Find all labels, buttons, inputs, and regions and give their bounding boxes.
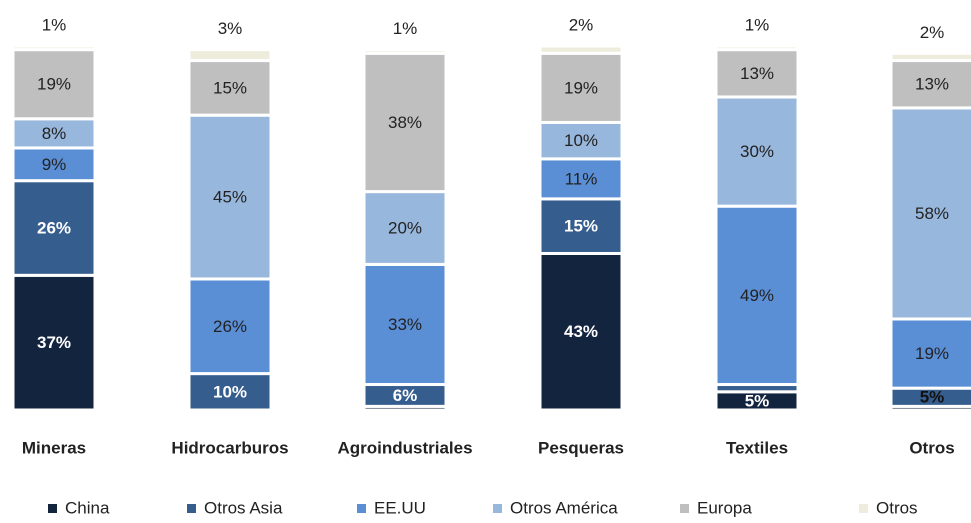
data-label: 49% xyxy=(740,286,774,305)
data-label: 30% xyxy=(740,142,774,161)
legend-swatch xyxy=(187,504,196,513)
legend-label: Otros América xyxy=(510,498,618,517)
bar-segment xyxy=(187,113,273,281)
bar-segment xyxy=(889,317,971,390)
bar-segment xyxy=(538,120,624,161)
data-label: 19% xyxy=(37,75,71,94)
legend-label: Otros xyxy=(876,498,918,517)
data-label: 20% xyxy=(388,218,422,237)
data-label: 26% xyxy=(213,317,247,336)
x-tick-label: Agroindustriales xyxy=(337,438,472,457)
data-label: 6% xyxy=(393,386,418,405)
bar-segment xyxy=(187,277,273,376)
data-label: 15% xyxy=(564,217,598,236)
bar-segment xyxy=(187,48,273,63)
bar-segment xyxy=(11,273,97,412)
x-tick-label: Mineras xyxy=(22,438,86,457)
data-label: 10% xyxy=(213,382,247,401)
bar-segment xyxy=(11,44,97,52)
legend-label: Europa xyxy=(697,498,752,517)
x-tick-label: Otros xyxy=(909,438,954,457)
legend-swatch xyxy=(48,504,57,513)
data-label: 8% xyxy=(42,124,67,143)
data-label: 2% xyxy=(569,15,594,34)
bar-segment xyxy=(187,372,273,412)
bar-segment xyxy=(538,44,624,55)
data-label: 26% xyxy=(37,218,71,237)
legend-label: Otros Asia xyxy=(204,498,283,517)
bar-segment xyxy=(187,59,273,117)
legend-swatch xyxy=(859,504,868,513)
bar-segment xyxy=(714,204,800,387)
x-tick-label: Pesqueras xyxy=(538,438,624,457)
x-tick-label: Textiles xyxy=(726,438,788,457)
data-label: 38% xyxy=(388,113,422,132)
bar-segment xyxy=(889,59,971,110)
data-label: 1% xyxy=(745,15,770,34)
data-label: 5% xyxy=(745,391,770,410)
bar-segment xyxy=(362,48,448,55)
bar-segment xyxy=(889,106,971,321)
legend-swatch xyxy=(357,504,366,513)
bar-segment xyxy=(362,190,448,266)
data-label: 37% xyxy=(37,333,71,352)
legend-label: China xyxy=(65,498,110,517)
data-label: 58% xyxy=(915,204,949,223)
legend-label: EE.UU xyxy=(374,498,426,517)
bar-segment xyxy=(714,95,800,208)
data-label: 33% xyxy=(388,315,422,334)
bar-segment xyxy=(11,179,97,277)
data-label: 1% xyxy=(393,19,418,38)
bar-segment xyxy=(362,262,448,387)
bar-segment xyxy=(714,44,800,52)
data-label: 45% xyxy=(213,188,247,207)
bar-segment xyxy=(538,251,624,412)
data-label: 3% xyxy=(218,19,243,38)
bar-segment xyxy=(889,51,971,63)
bar-segment xyxy=(11,117,97,150)
data-label: 15% xyxy=(213,78,247,97)
data-label: 10% xyxy=(564,131,598,150)
data-label: 1% xyxy=(42,15,67,34)
data-label: 13% xyxy=(915,75,949,94)
data-label: 43% xyxy=(564,322,598,341)
data-label: 13% xyxy=(740,64,774,83)
legend-swatch xyxy=(493,504,502,513)
data-label: 2% xyxy=(920,23,945,42)
data-label: 5% xyxy=(920,388,945,407)
legend-swatch xyxy=(680,504,689,513)
data-label: 19% xyxy=(564,78,598,97)
x-tick-label: Hidrocarburos xyxy=(171,438,288,457)
data-label: 9% xyxy=(42,155,67,174)
data-label: 19% xyxy=(915,344,949,363)
data-label: 11% xyxy=(565,169,598,188)
